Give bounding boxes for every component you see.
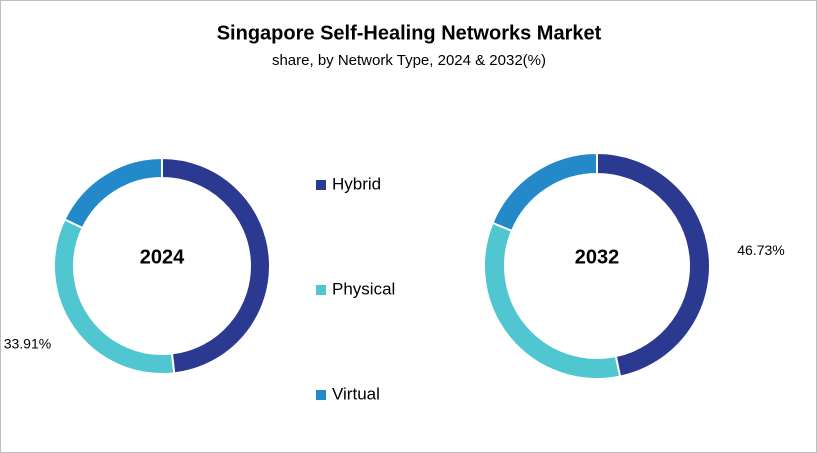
legend-swatch (316, 285, 326, 295)
donut-segment (491, 151, 598, 233)
chart-title: Singapore Self-Healing Networks Market (217, 22, 602, 44)
chart-subtitle: share, by Network Type, 2024 & 2032(%) (272, 52, 546, 69)
donut-segment (63, 156, 163, 230)
legend-label: Virtual (332, 384, 380, 403)
legend-swatch (316, 390, 326, 400)
data-label: 33.91% (4, 336, 51, 352)
center-label: 2024 (140, 246, 185, 268)
data-label: 46.73% (737, 242, 784, 258)
legend-swatch (316, 180, 326, 190)
legend-label: Physical (332, 279, 395, 298)
legend-label: Hybrid (332, 174, 381, 193)
center-label: 2032 (575, 246, 620, 268)
